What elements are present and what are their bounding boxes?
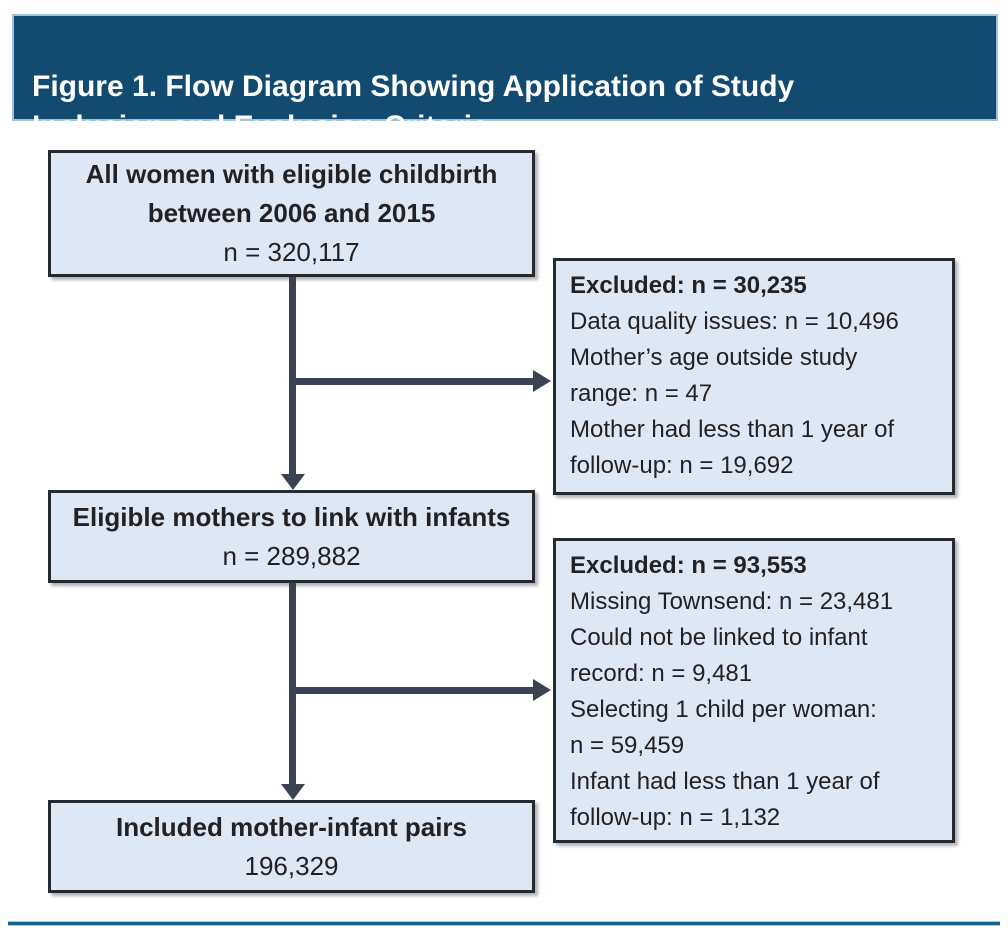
flow-box-eligible-mothers: Eligible mothers to link with infants n … — [48, 490, 535, 583]
arrow-line-down-2 — [289, 583, 296, 784]
figure-title-banner: Figure 1. Flow Diagram Showing Applicati… — [12, 14, 998, 143]
exclusion-1-header: Excluded: n = 30,235 — [570, 272, 807, 299]
arrow-line-right-1 — [292, 378, 533, 385]
exclusion-2-header: Excluded: n = 93,553 — [570, 552, 807, 579]
arrowhead-down-1-icon — [281, 474, 305, 490]
exclusion-box-1: Excluded: n = 30,235 Data quality issues… — [553, 258, 955, 495]
flow-box-eligible-mothers-title: Eligible mothers to link with infants — [72, 501, 511, 532]
exclusion-2-item: Could not be linked to infant record: n … — [570, 624, 868, 687]
exclusion-2-item: Selecting 1 child per woman: n = 59,459 — [570, 696, 877, 759]
arrowhead-right-1-icon — [533, 370, 551, 392]
flow-box-population-count: n = 320,117 — [223, 237, 360, 267]
arrow-line-down-1 — [289, 277, 296, 474]
figure-title: Figure 1. Flow Diagram Showing Applicati… — [32, 70, 795, 143]
exclusion-1-item: Mother’s age outside study range: n = 47 — [570, 344, 858, 407]
arrowhead-down-2-icon — [281, 784, 305, 800]
flow-box-included-pairs: Included mother-infant pairs 196,329 — [48, 800, 535, 893]
arrow-line-right-2 — [292, 687, 533, 694]
bottom-divider-rule — [8, 921, 1000, 926]
exclusion-1-item: Data quality issues: n = 10,496 — [570, 308, 899, 335]
flow-box-eligible-mothers-count: n = 289,882 — [222, 540, 361, 571]
flow-box-population: All women with eligible childbirth betwe… — [48, 150, 535, 277]
exclusion-2-item: Missing Townsend: n = 23,481 — [570, 588, 894, 615]
flow-box-included-pairs-count: 196,329 — [244, 850, 339, 881]
arrowhead-right-2-icon — [533, 679, 551, 701]
flow-box-included-pairs-title: Included mother-infant pairs — [115, 811, 468, 842]
flow-box-population-title: All women with eligible childbirth betwe… — [85, 159, 498, 228]
exclusion-box-2: Excluded: n = 93,553 Missing Townsend: n… — [553, 538, 955, 843]
exclusion-1-item: Mother had less than 1 year of follow-up… — [570, 416, 895, 479]
exclusion-2-item: Infant had less than 1 year of follow-up… — [570, 768, 880, 831]
